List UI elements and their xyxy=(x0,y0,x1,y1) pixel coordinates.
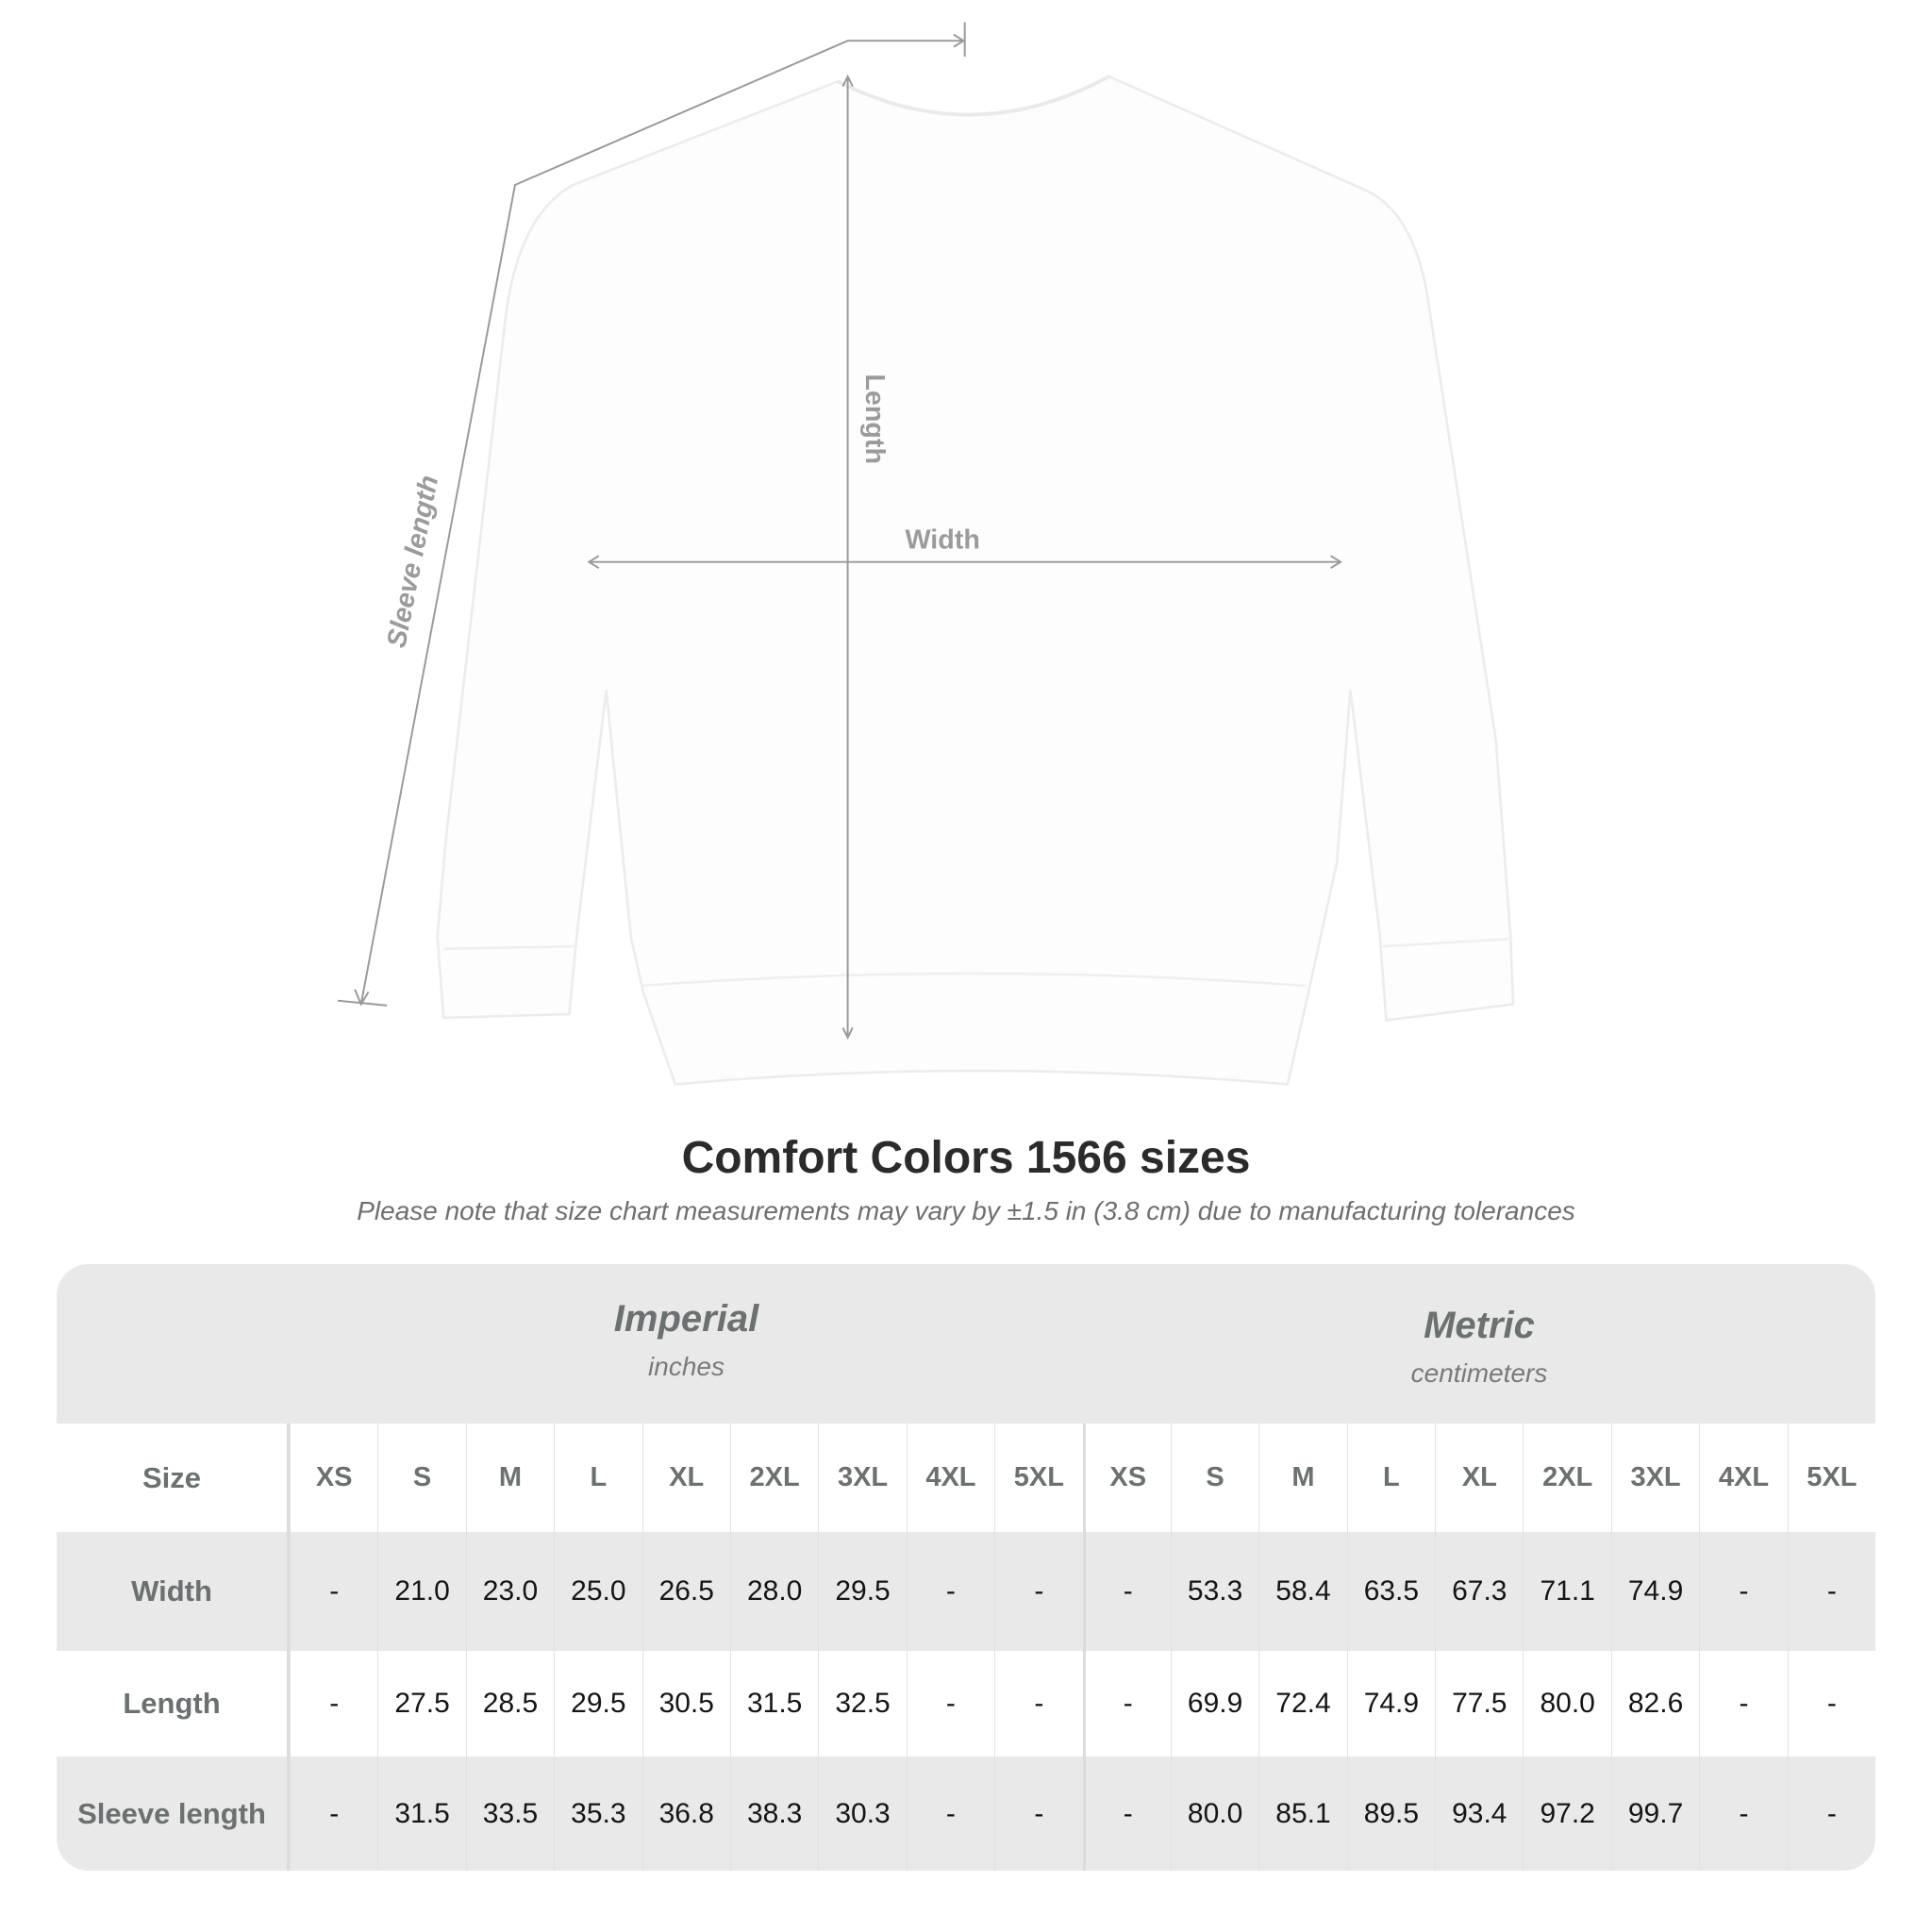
imperial-value-cell: 28.5 xyxy=(465,1651,554,1757)
imperial-size-header: S xyxy=(377,1424,465,1532)
imperial-value-cell: - xyxy=(906,1757,994,1871)
imperial-value-cell: 27.5 xyxy=(377,1651,465,1757)
imperial-value-cell: - xyxy=(906,1651,994,1757)
metric-heading-group: Metric centimeters xyxy=(1083,1305,1875,1464)
imperial-value-cell: 29.5 xyxy=(818,1532,906,1651)
imperial-size-header: 5XL xyxy=(994,1424,1082,1532)
imperial-value-cell: - xyxy=(994,1651,1082,1757)
imperial-value-cell: 25.0 xyxy=(554,1532,641,1651)
metric-value-cell: 74.9 xyxy=(1346,1651,1435,1757)
metric-value-cell: 97.2 xyxy=(1523,1757,1610,1871)
imperial-unit: inches xyxy=(648,1352,724,1381)
metric-value-cell: 67.3 xyxy=(1435,1532,1523,1651)
imperial-value-cell: 31.5 xyxy=(377,1757,465,1871)
imperial-value-cell: - xyxy=(290,1532,377,1651)
metric-value-cell: 74.9 xyxy=(1610,1532,1699,1651)
metric-size-header: 2XL xyxy=(1523,1424,1610,1532)
metric-size-header: 4XL xyxy=(1699,1424,1787,1532)
metric-value-cell: - xyxy=(1699,1757,1787,1871)
metric-value-cell: 53.3 xyxy=(1170,1532,1258,1651)
imperial-value-cell: - xyxy=(994,1532,1082,1651)
row-label: Sleeve length xyxy=(57,1757,290,1871)
metric-value-cell: - xyxy=(1787,1651,1875,1757)
metric-size-header: XL xyxy=(1435,1424,1523,1532)
sleeve-length-label: Sleeve length xyxy=(381,473,444,650)
metric-unit: centimeters xyxy=(1410,1358,1548,1388)
metric-value-cell: 77.5 xyxy=(1435,1651,1523,1757)
width-label: Width xyxy=(905,525,979,555)
imperial-value-cell: - xyxy=(994,1757,1082,1871)
imperial-size-header: XS xyxy=(290,1424,377,1532)
metric-value-cell: 82.6 xyxy=(1610,1651,1699,1757)
imperial-value-cell: 29.5 xyxy=(554,1651,641,1757)
imperial-value-cell: 38.3 xyxy=(729,1757,818,1871)
imperial-value-cell: 33.5 xyxy=(465,1757,554,1871)
imperial-heading: Imperial xyxy=(613,1298,759,1340)
metric-size-header: L xyxy=(1346,1424,1435,1532)
imperial-size-header: 4XL xyxy=(906,1424,994,1532)
metric-value-cell: - xyxy=(1082,1757,1171,1871)
metric-value-cell: 89.5 xyxy=(1346,1757,1435,1871)
metric-value-cell: 99.7 xyxy=(1610,1757,1699,1871)
metric-value-cell: 93.4 xyxy=(1435,1757,1523,1871)
imperial-value-cell: - xyxy=(290,1651,377,1757)
metric-value-cell: - xyxy=(1787,1532,1875,1651)
sleeve-line xyxy=(359,40,964,1005)
row-label: Width xyxy=(57,1532,290,1651)
metric-heading: Metric xyxy=(1424,1305,1535,1346)
imperial-value-cell: 21.0 xyxy=(377,1532,465,1651)
metric-value-cell: - xyxy=(1699,1651,1787,1757)
imperial-value-cell: 31.5 xyxy=(729,1651,818,1757)
imperial-value-cell: 32.5 xyxy=(818,1651,906,1757)
page-title: Comfort Colors 1566 sizes xyxy=(681,1133,1251,1183)
metric-value-cell: - xyxy=(1699,1532,1787,1651)
metric-value-cell: - xyxy=(1787,1757,1875,1871)
metric-value-cell: 85.1 xyxy=(1258,1757,1346,1871)
metric-value-cell: - xyxy=(1082,1532,1171,1651)
size-label: Size xyxy=(57,1424,290,1532)
imperial-value-cell: 30.3 xyxy=(818,1757,906,1871)
row-label: Length xyxy=(57,1651,290,1757)
metric-value-cell: - xyxy=(1082,1651,1171,1757)
imperial-value-cell: 28.0 xyxy=(729,1532,818,1651)
length-label: Length xyxy=(859,374,890,464)
metric-value-cell: 80.0 xyxy=(1523,1651,1610,1757)
measurement-lines xyxy=(337,22,1342,1041)
metric-size-header: S xyxy=(1170,1424,1258,1532)
imperial-value-cell: 36.8 xyxy=(641,1757,730,1871)
metric-size-header: 5XL xyxy=(1787,1424,1875,1532)
metric-value-cell: 80.0 xyxy=(1170,1757,1258,1871)
imperial-size-header: XL xyxy=(641,1424,730,1532)
imperial-heading-group: Imperial inches xyxy=(290,1298,1083,1457)
size-table: Imperial inches Metric centimeters Size X… xyxy=(57,1264,1875,1871)
metric-size-header: 3XL xyxy=(1610,1424,1699,1532)
metric-value-cell: 69.9 xyxy=(1170,1651,1258,1757)
imperial-size-header: 3XL xyxy=(818,1424,906,1532)
sweatshirt-illustration: Length Width Sleeve length xyxy=(337,22,1515,1086)
imperial-value-cell: 26.5 xyxy=(641,1532,730,1651)
table-row-width: Width -21.0 23.0 25.0 26.5 28.0 29.5- - -53.3 58.… xyxy=(57,1532,1875,1651)
imperial-value-cell: 23.0 xyxy=(465,1532,554,1651)
imperial-value-cell: 35.3 xyxy=(554,1757,641,1871)
metric-value-cell: 63.5 xyxy=(1346,1532,1435,1651)
table-row-sleeve-length: Sleeve length -31.5 33.5 35.3 36.8 38.3 30.3- -… xyxy=(57,1757,1875,1871)
metric-value-cell: 71.1 xyxy=(1523,1532,1610,1651)
sweatshirt-shape xyxy=(436,75,1515,1086)
size-header-row: Size XS S M L XL 2XL 3XL 4XL 5XL XS S M L XL 2XL 3XL 4XL 5… xyxy=(57,1424,1875,1532)
metric-value-cell: 58.4 xyxy=(1258,1532,1346,1651)
table-row-length: Length -27.5 28.5 29.5 30.5 31.5 32.5- - -69.9 72… xyxy=(57,1651,1875,1757)
imperial-value-cell: - xyxy=(290,1757,377,1871)
imperial-value-cell: 30.5 xyxy=(641,1651,730,1757)
imperial-size-header: 2XL xyxy=(729,1424,818,1532)
metric-value-cell: 72.4 xyxy=(1258,1651,1346,1757)
imperial-size-header: M xyxy=(465,1424,554,1532)
metric-size-header: M xyxy=(1258,1424,1346,1532)
imperial-size-header: L xyxy=(554,1424,641,1532)
tolerance-note: Please note that size chart measurements… xyxy=(357,1196,1575,1225)
imperial-value-cell: - xyxy=(906,1532,994,1651)
metric-size-header: XS xyxy=(1082,1424,1171,1532)
